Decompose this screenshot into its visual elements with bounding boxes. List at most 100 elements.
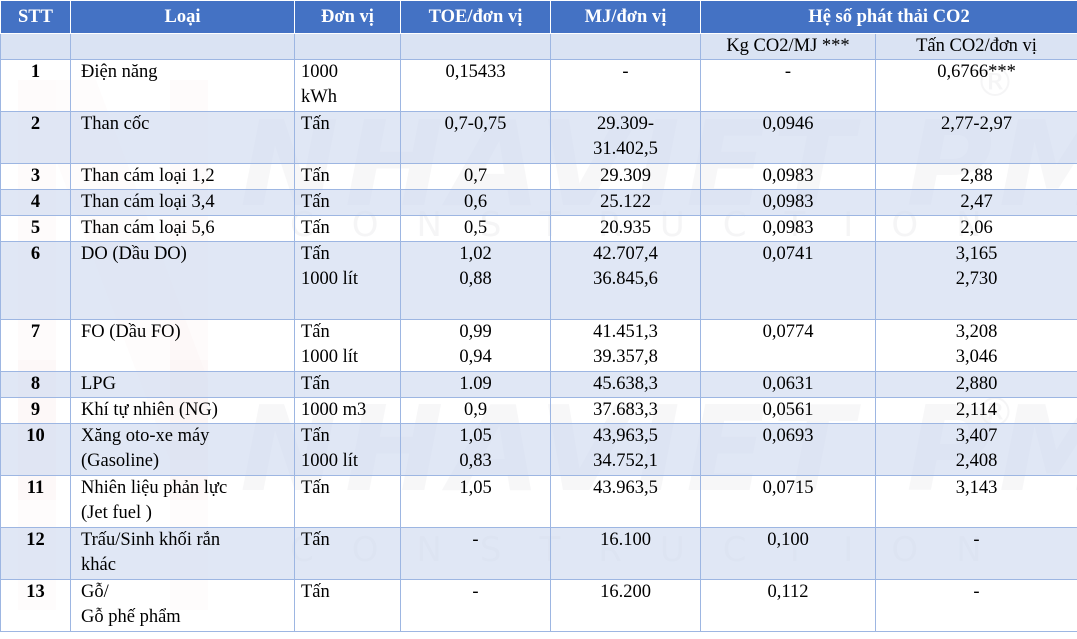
cell-unit-line: Tấn: [301, 478, 330, 498]
cell-unit: Tấn: [294, 579, 401, 632]
subheader-kg-per-mj: Kg CO2/MJ ***: [700, 33, 876, 60]
cell-toe: 0,15433: [400, 59, 551, 112]
table-row: 3 Than cám loại 1,2 Tấn 0,7 29.309 0,0983 2,88: [0, 163, 1077, 190]
cell-ton-per-unit: 2,77-2,97: [874, 111, 1077, 164]
cell-toe-line: 1,02: [459, 244, 492, 264]
cell-stt: 3: [0, 163, 71, 190]
cell-stt: 9: [0, 397, 71, 424]
subheader-empty: [400, 33, 551, 60]
cell-ton-per-unit-line: 2,408: [955, 451, 998, 471]
cell-ton-per-unit: 0,6766***: [874, 59, 1077, 112]
header-stt: STT: [0, 0, 71, 34]
subheader-empty: [294, 33, 401, 60]
cell-type: Điện năng: [70, 59, 295, 112]
cell-ton-per-unit: 2,88: [874, 163, 1077, 190]
table-row: 9 Khí tự nhiên (NG) 1000 m3 0,9 37.683,3 0,05…: [0, 397, 1077, 424]
cell-unit-line: Tấn: [301, 166, 330, 186]
cell-type-line: (Jet fuel ): [81, 503, 152, 523]
cell-stt: 10: [0, 423, 71, 476]
cell-ton-per-unit: 3,208 3,046: [874, 319, 1077, 372]
cell-unit-line: Tấn: [301, 244, 330, 264]
table-row: 2 Than cốc Tấn 0,7-0,75 29.309- 31.402,5 0,094…: [0, 111, 1077, 164]
cell-mj: 42.707,4 36.845,6: [550, 241, 701, 320]
cell-stt: 1: [0, 59, 71, 112]
cell-type: Than cám loại 5,6: [70, 215, 295, 242]
table-row: 13 Gỗ/Gỗ phế phẩm Tấn -16.200 0,112-: [0, 579, 1077, 632]
cell-type: LPG: [70, 371, 295, 398]
cell-kg-per-mj: 0,100: [700, 527, 876, 580]
cell-mj: 41.451,3 39.357,8: [550, 319, 701, 372]
cell-type-line: Xăng oto-xe máy: [81, 426, 210, 446]
header-type: Loại: [70, 0, 295, 34]
cell-mj-line: 42.707,4: [593, 244, 658, 264]
cell-kg-per-mj: 0,0983: [700, 215, 876, 242]
cell-unit: Tấn: [294, 189, 401, 216]
cell-mj-line: 16.100: [600, 530, 651, 550]
header-row: STT Loại Đơn vị TOE/đơn vị MJ/đơn vị Hệ …: [0, 0, 1077, 34]
cell-kg-per-mj: 0,0983: [700, 163, 876, 190]
cell-type-line: Khí tự nhiên (NG): [81, 400, 218, 420]
cell-type: Xăng oto-xe máy (Gasoline): [70, 423, 295, 476]
cell-unit-line: Tấn: [301, 426, 330, 446]
cell-kg-per-mj: 0,0946: [700, 111, 876, 164]
cell-unit-line: 1000 lít: [301, 269, 359, 289]
cell-ton-per-unit-line: 3,046: [955, 347, 998, 367]
cell-stt: 4: [0, 189, 71, 216]
cell-type: Than cốc: [70, 111, 295, 164]
cell-type: Nhiên liệu phản lực (Jet fuel ): [70, 475, 295, 528]
cell-mj-line: 36.845,6: [593, 269, 658, 289]
cell-ton-per-unit: 3,165 2,730: [874, 241, 1077, 320]
cell-type: Gỗ/Gỗ phế phẩm: [70, 579, 295, 632]
cell-type-line: FO (Dầu FO): [81, 322, 181, 342]
cell-type: Than cám loại 3,4: [70, 189, 295, 216]
cell-stt: 7: [0, 319, 71, 372]
subheader-row: Kg CO2/MJ *** Tấn CO2/đơn vị: [0, 33, 1077, 60]
cell-toe-line: 0,99: [459, 322, 492, 342]
cell-type-line: Than cám loại 3,4: [81, 192, 215, 212]
cell-type: FO (Dầu FO): [70, 319, 295, 372]
cell-unit: Tấn: [294, 163, 401, 190]
cell-stt: 12: [0, 527, 71, 580]
cell-mj: 43.963,5: [550, 475, 701, 528]
cell-ton-per-unit-line: 3,143: [955, 478, 998, 498]
cell-ton-per-unit-line: 2,06: [960, 218, 993, 238]
cell-ton-per-unit: -: [874, 579, 1077, 632]
cell-type-line: Trấu/Sinh khối rắn: [81, 530, 221, 550]
table-row: 4 Than cám loại 3,4 Tấn 0,6 25.122 0,0983 2,47: [0, 189, 1077, 216]
cell-toe-line: 0,94: [459, 347, 492, 367]
cell-ton-per-unit-line: 2,880: [955, 374, 998, 394]
cell-mj: 37.683,3: [550, 397, 701, 424]
table-row: 5 Than cám loại 5,6 Tấn 0,5 20.935 0,0983 2,06: [0, 215, 1077, 242]
cell-unit-line: kWh: [301, 87, 337, 107]
cell-kg-per-mj: -: [700, 59, 876, 112]
cell-ton-per-unit: 3,143: [874, 475, 1077, 528]
cell-kg-per-mj: 0,0693: [700, 423, 876, 476]
header-mj: MJ/đơn vị: [550, 0, 701, 34]
cell-mj-line: 45.638,3: [593, 374, 658, 394]
cell-unit-line: Tấn: [301, 322, 330, 342]
cell-ton-per-unit: -: [874, 527, 1077, 580]
cell-type-line: Gỗ phế phẩm: [81, 607, 181, 627]
cell-stt: 13: [0, 579, 71, 632]
subheader-empty: [550, 33, 701, 60]
cell-unit: Tấn: [294, 111, 401, 164]
cell-toe-line: 1.09: [459, 374, 492, 394]
cell-ton-per-unit: 3,407 2,408: [874, 423, 1077, 476]
cell-type-line: Than cám loại 1,2: [81, 166, 215, 186]
cell-unit-line: Tấn: [301, 114, 330, 134]
cell-toe: 0,6: [400, 189, 551, 216]
table-row: 10 Xăng oto-xe máy (Gasoline) Tấn 1000 lít 1,…: [0, 423, 1077, 476]
cell-type-line: (Gasoline): [81, 451, 160, 471]
table-row: 11 Nhiên liệu phản lực (Jet fuel ) Tấn 1,05 4…: [0, 475, 1077, 528]
cell-mj-line: 41.451,3: [593, 322, 658, 342]
cell-ton-per-unit-line: 2,77-2,97: [941, 114, 1012, 134]
cell-ton-per-unit: 2,880: [874, 371, 1077, 398]
cell-toe: 0,99 0,94: [400, 319, 551, 372]
cell-toe: 0,9: [400, 397, 551, 424]
cell-kg-per-mj: 0,112: [700, 579, 876, 632]
cell-type-line: DO (Dầu DO): [81, 244, 187, 264]
cell-kg-per-mj: 0,0631: [700, 371, 876, 398]
cell-ton-per-unit-line: 0,6766***: [937, 62, 1016, 82]
cell-mj-line: 29.309: [600, 166, 651, 186]
cell-unit-line: 1000 m3: [301, 400, 367, 420]
